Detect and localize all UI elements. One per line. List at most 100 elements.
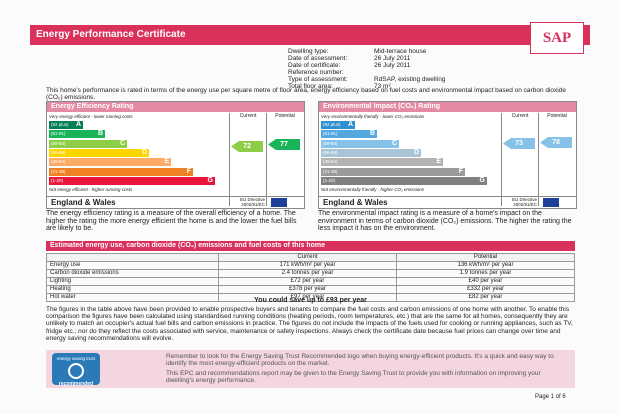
rating-band: (1-20) G bbox=[321, 176, 487, 185]
header-cell: Current bbox=[218, 253, 397, 262]
detail-label: Date of assessment: bbox=[288, 55, 348, 62]
detail-label: Date of certificate: bbox=[288, 62, 341, 69]
table-cell: £40 per year bbox=[396, 277, 575, 286]
est-logo-top: energy saving trust bbox=[56, 356, 96, 361]
detail-value: 26 July 2011 bbox=[374, 62, 411, 69]
table-row: Lighting £72 per year £40 per year bbox=[46, 277, 575, 286]
panel-footer: England & Wales EU Directive 2002/91/EC bbox=[47, 196, 304, 208]
detail-value: Mid-terrace house bbox=[374, 48, 427, 55]
footer-box: energy saving trust recommended Remember… bbox=[46, 350, 575, 388]
band-letter: F bbox=[186, 167, 191, 175]
band-letter: G bbox=[207, 176, 213, 184]
rating-band: (69-80) C bbox=[49, 139, 127, 148]
rating-band: (55-68) D bbox=[321, 148, 421, 157]
table-cell: £332 per year bbox=[396, 285, 575, 294]
rating-band: (55-68) D bbox=[49, 148, 149, 157]
band-letter: C bbox=[119, 139, 125, 147]
table-cell: 136 kWh/m² per year bbox=[396, 261, 575, 270]
table-cell: £82 per year bbox=[396, 293, 575, 302]
potential-rating: 78 bbox=[540, 137, 572, 148]
eu-flag bbox=[271, 198, 287, 207]
band-letter: A bbox=[75, 121, 81, 128]
rating-band: (39-54) E bbox=[321, 158, 443, 167]
environment-description: The environmental impact rating is a mea… bbox=[318, 210, 572, 232]
eu-flag bbox=[543, 198, 559, 207]
table-cell: Carbon dioxide emissions bbox=[46, 269, 219, 278]
table-cell: Lighting bbox=[46, 277, 219, 286]
top-note: Very energy efficient - lower running co… bbox=[49, 114, 133, 119]
band-letter: A bbox=[347, 121, 353, 128]
potential-header: Potential bbox=[538, 113, 575, 206]
header-cell: Potential bbox=[396, 253, 575, 262]
panel-title: Environmental Impact (CO₂) Rating bbox=[319, 102, 576, 112]
potential-rating: 77 bbox=[268, 139, 300, 150]
panel-footer: England & Wales EU Directive 2002/91/EC bbox=[319, 196, 576, 208]
table-cell: 2.4 tonnes per year bbox=[218, 269, 397, 278]
header-cell bbox=[46, 253, 219, 262]
detail-label: Total floor area: bbox=[288, 83, 333, 90]
footer-note: Remember to look for the Energy Saving T… bbox=[166, 353, 554, 368]
region: England & Wales bbox=[323, 198, 388, 207]
table-cell: Heating bbox=[46, 285, 219, 294]
rating-band: (21-38) F bbox=[49, 167, 193, 176]
current-rating: 72 bbox=[231, 141, 263, 152]
est-logo: energy saving trust recommended bbox=[52, 353, 100, 387]
est-logo-bottom: recommended bbox=[58, 381, 94, 387]
region: England & Wales bbox=[51, 198, 116, 207]
bottom-note: Not energy efficient - higher running co… bbox=[49, 187, 133, 192]
page-number: Page 1 of 6 bbox=[535, 394, 566, 400]
rating-band: (39-54) E bbox=[49, 158, 171, 167]
rating-band: (69-80) C bbox=[321, 139, 399, 148]
rating-band: (81-91) B bbox=[321, 130, 377, 139]
table-cell: Energy use bbox=[46, 261, 219, 270]
detail-value: 26 July 2011 bbox=[374, 55, 411, 62]
environment-panel: Environmental Impact (CO₂) Rating Current… bbox=[318, 101, 577, 209]
detail-value: RdSAP, existing dwelling bbox=[374, 76, 446, 83]
header-title: Energy Performance Certificate bbox=[30, 25, 590, 45]
band-letter: E bbox=[164, 158, 169, 166]
band-letter: E bbox=[436, 158, 441, 166]
table-row: Carbon dioxide emissions 2.4 tonnes per y… bbox=[46, 269, 575, 278]
band-letter: G bbox=[479, 176, 485, 184]
table-row: Energy use 171 kWh/m² per year 136 kWh/m² … bbox=[46, 261, 575, 270]
detail-value: 73 m² bbox=[374, 83, 391, 90]
rating-band: (21-38) F bbox=[321, 167, 465, 176]
band-letter: D bbox=[413, 148, 419, 156]
band-letter: C bbox=[391, 139, 397, 147]
estimates-table: Current Potential Energy use 171 kWh/m² per… bbox=[46, 253, 575, 302]
table-cell: 171 kWh/m² per year bbox=[218, 261, 397, 270]
table-cell: £72 per year bbox=[218, 277, 397, 286]
est-logo-icon bbox=[68, 363, 84, 379]
intro: This home's performance is rated in term… bbox=[46, 87, 566, 102]
band-letter: F bbox=[458, 167, 463, 175]
table-cell: 1.9 tonnes per year bbox=[396, 269, 575, 278]
sap-logo: SAP bbox=[530, 22, 584, 54]
band-letter: B bbox=[97, 130, 103, 138]
table-header: Current Potential bbox=[46, 253, 575, 262]
efficiency-panel: Energy Efficiency Rating Current Potential… bbox=[46, 101, 305, 209]
footer-note: This EPC and recommendations report may … bbox=[166, 370, 541, 385]
top-note: Very environmentally friendly - lower CO… bbox=[321, 114, 425, 119]
table-cell: £378 per year bbox=[218, 285, 397, 294]
directive: EU Directive 2002/91/EC bbox=[239, 197, 265, 207]
current-rating: 73 bbox=[503, 138, 535, 149]
band-letter: B bbox=[369, 130, 375, 138]
directive: EU Directive 2002/91/EC bbox=[511, 197, 537, 207]
estimates-title: Estimated energy use, carbon dioxide (CO… bbox=[46, 241, 575, 251]
rating-band: (92 plus) A bbox=[49, 121, 83, 129]
rating-band: (92 plus) A bbox=[321, 121, 355, 129]
panel-title: Energy Efficiency Rating bbox=[47, 102, 304, 112]
savings: You could save up to £93 per year bbox=[254, 297, 367, 304]
detail-label: Dwelling type: bbox=[288, 48, 329, 55]
rating-band: (81-91) B bbox=[49, 130, 105, 139]
detail-label: Reference number: bbox=[288, 69, 344, 76]
table-row: Hot water £97 per year £82 per year bbox=[46, 293, 575, 302]
band-letter: D bbox=[141, 148, 147, 156]
bottom-note: Not environmentally friendly - higher CO… bbox=[321, 187, 425, 192]
potential-header: Potential bbox=[266, 113, 303, 206]
current-header: Current bbox=[229, 113, 266, 206]
rating-band: (1-20) G bbox=[49, 176, 215, 185]
table-row: Heating £378 per year £332 per year bbox=[46, 285, 575, 294]
current-header: Current bbox=[501, 113, 538, 206]
